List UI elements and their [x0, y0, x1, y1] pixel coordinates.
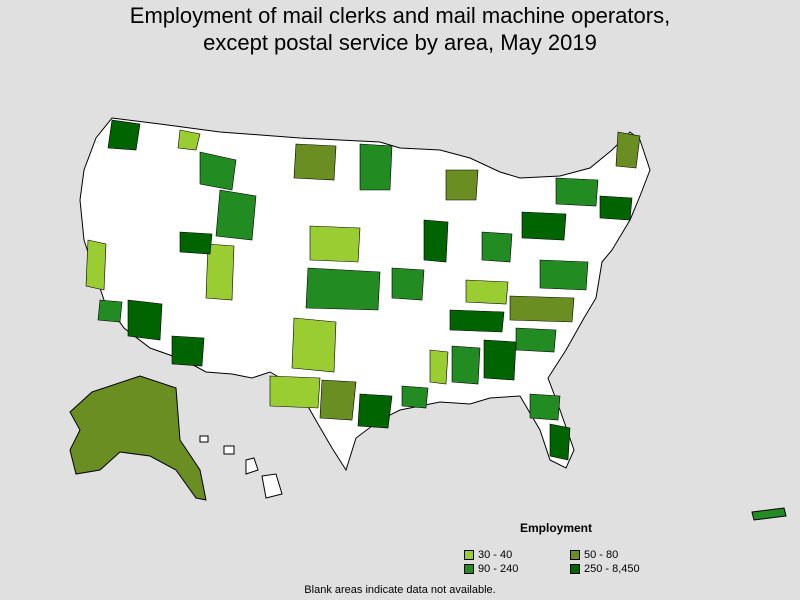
- footnote: Blank areas indicate data not available.: [304, 584, 496, 596]
- area-texas-west: [269, 375, 321, 409]
- area-kentucky: [465, 279, 509, 305]
- area-california-south: [97, 299, 123, 323]
- area-south-carolina: [515, 327, 557, 353]
- puerto-rico-shape: [751, 507, 787, 521]
- area-georgia: [483, 339, 517, 381]
- area-missouri: [391, 267, 425, 301]
- title-line-1: Employment of mail clerks and mail machi…: [129, 3, 671, 28]
- alaska-shape: [69, 375, 207, 501]
- legend-label: 30 - 40: [478, 549, 513, 561]
- area-florida-north: [529, 393, 561, 421]
- legend-swatch: [464, 550, 474, 560]
- area-ohio: [481, 231, 513, 263]
- area-tennessee: [449, 309, 505, 333]
- area-nebraska: [309, 225, 361, 263]
- area-maine: [615, 131, 641, 169]
- legend-item-30-40: 30 - 40: [464, 549, 512, 561]
- area-colorado-west: [205, 243, 235, 301]
- legend-item-250-8450: 250 - 8,450: [570, 563, 640, 575]
- area-alabama: [451, 345, 481, 385]
- area-arizona: [127, 299, 163, 341]
- legend-swatch: [570, 550, 580, 560]
- legend-label: 250 - 8,450: [584, 563, 640, 575]
- area-virginia: [539, 259, 589, 291]
- title-line-2: except postal service by area, May 2019: [203, 30, 597, 55]
- area-north-dakota: [293, 143, 337, 181]
- area-texas-east: [357, 393, 393, 429]
- legend-label: 90 - 240: [478, 563, 519, 575]
- legend-title: Employment: [520, 521, 593, 535]
- map-title: Employment of mail clerks and mail machi…: [0, 2, 800, 56]
- hawaii-shape: [199, 435, 283, 499]
- legend: Employment 30 - 40 50 - 80 90 - 240 250 …: [462, 520, 662, 580]
- area-california-central: [85, 239, 107, 291]
- area-new-york: [555, 177, 599, 207]
- area-michigan: [445, 169, 479, 201]
- area-texas-central: [319, 379, 357, 421]
- area-idaho: [177, 129, 201, 151]
- legend-label: 50 - 80: [584, 549, 619, 561]
- area-kansas: [305, 267, 381, 311]
- legend-item-50-80: 50 - 80: [570, 549, 618, 561]
- area-washington: [107, 119, 141, 151]
- area-new-england: [599, 195, 633, 221]
- area-louisiana: [401, 385, 429, 409]
- area-wyoming: [215, 189, 257, 241]
- area-mississippi: [429, 349, 449, 385]
- employment-areas: [85, 119, 641, 461]
- area-nevada-north: [179, 231, 213, 255]
- legend-swatch: [464, 564, 474, 574]
- area-minnesota: [359, 143, 393, 191]
- area-new-mexico: [291, 317, 337, 373]
- legend-swatch: [570, 564, 580, 574]
- area-north-carolina: [509, 295, 575, 323]
- area-illinois: [423, 219, 449, 263]
- area-arizona-south: [171, 335, 205, 367]
- legend-item-90-240: 90 - 240: [464, 563, 518, 575]
- area-montana-west: [199, 151, 237, 191]
- area-pennsylvania: [521, 211, 567, 241]
- area-florida-south: [549, 423, 571, 461]
